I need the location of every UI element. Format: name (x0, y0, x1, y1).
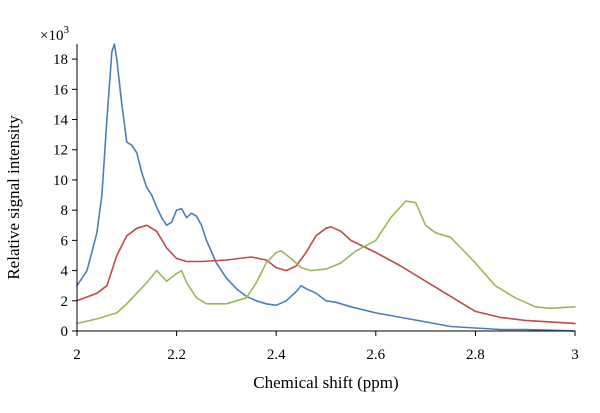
y-tick-label: 10 (53, 173, 68, 189)
series-line-1 (76, 43, 576, 332)
y-tick-label: 0 (61, 324, 69, 340)
y-tick-label: 16 (53, 82, 69, 98)
y-tick-label: 8 (61, 203, 69, 219)
y-axis-multiplier: ×103 (40, 24, 69, 44)
series-layer (76, 43, 576, 332)
y-tick-label: 12 (53, 143, 68, 159)
y-tick-label: 6 (61, 233, 69, 249)
x-tick-label: 3 (571, 347, 579, 363)
x-tick-label: 2.2 (167, 347, 186, 363)
x-tick-label: 2.8 (466, 347, 485, 363)
y-tick-label: 4 (61, 264, 69, 280)
series-line-2 (76, 224, 576, 325)
y-tick-label: 14 (53, 113, 69, 129)
x-tick-label: 2.4 (267, 347, 286, 363)
x-tick-label: 2 (73, 347, 81, 363)
y-axis-title: Relative signal intensity (4, 115, 23, 280)
axes-layer (76, 44, 575, 332)
y-tick-label: 2 (61, 294, 69, 310)
y-multiplier-exponent: 3 (63, 24, 69, 36)
x-tick-label: 2.6 (366, 347, 385, 363)
x-axis-title: Chemical shift (ppm) (253, 373, 398, 392)
series-line-3 (76, 200, 576, 325)
y-tick-label: 18 (53, 52, 68, 68)
y-multiplier-base: ×10 (40, 28, 63, 44)
